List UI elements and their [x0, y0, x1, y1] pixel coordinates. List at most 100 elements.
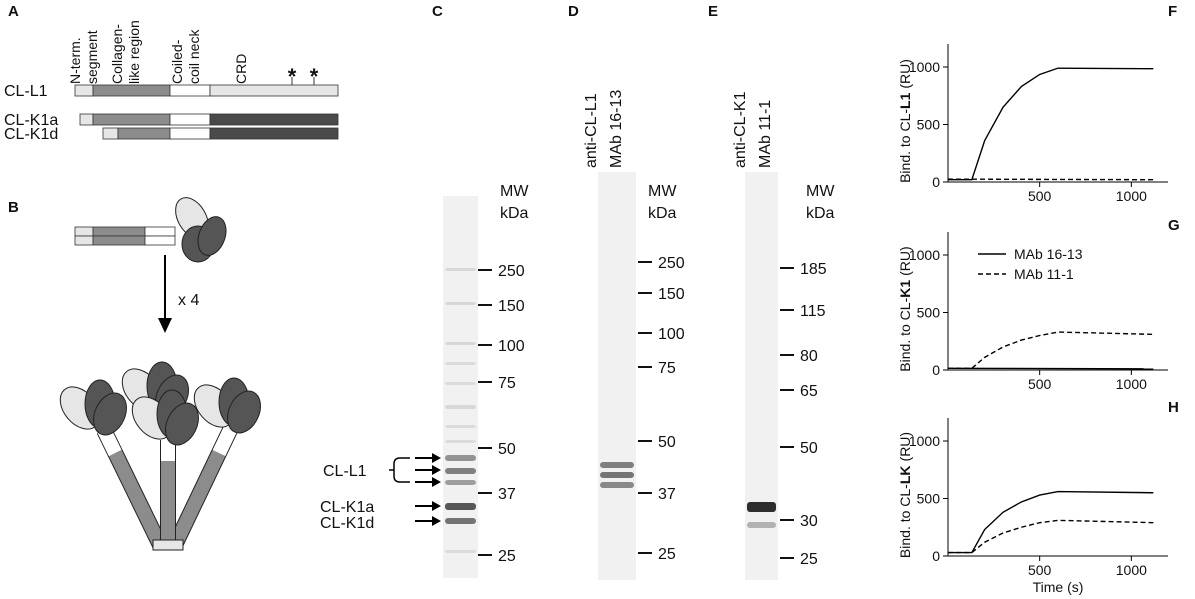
domain-segment	[117, 127, 171, 140]
gel-band	[747, 522, 776, 528]
mw-label: 50	[498, 441, 516, 458]
arrow-head	[432, 465, 441, 475]
arrow-head	[432, 516, 441, 526]
mw-label: 37	[498, 486, 516, 503]
domain-label: N-term.	[67, 37, 83, 84]
gel-lane	[745, 172, 778, 580]
x-tick-label: 1000	[1116, 188, 1147, 204]
y-axis-label: Bind. to CL-L1 (RU)	[897, 59, 913, 183]
bracket	[389, 457, 410, 483]
mw-label: 100	[658, 326, 685, 343]
y-tick-label: 0	[932, 362, 940, 378]
arrow-head	[432, 501, 441, 511]
y-tick-label: 1000	[909, 433, 940, 449]
gel-band	[445, 268, 476, 271]
domain-segment	[209, 127, 339, 140]
arrow-head	[432, 453, 441, 463]
y-axis-label-part: (RU)	[897, 432, 913, 462]
gel-band	[445, 362, 476, 365]
domain-label: Coiled-	[169, 39, 185, 84]
antibody-title: MAb 16-13	[608, 90, 625, 168]
gel-band	[747, 502, 776, 512]
gel-band	[600, 462, 634, 468]
gel-lane	[598, 172, 636, 580]
panel-letter: F	[1168, 3, 1177, 20]
band-label: CL-K1d	[320, 515, 374, 532]
gel-band	[445, 302, 476, 305]
arrow-head	[158, 318, 172, 333]
domain-segment	[169, 127, 211, 140]
y-axis-label-part: (RU)	[897, 246, 913, 276]
domain-segment	[169, 84, 211, 97]
mw-header: MW	[806, 183, 835, 200]
mw-header: kDa	[806, 205, 835, 222]
domain-segment	[102, 127, 119, 140]
domain-segment	[92, 84, 171, 97]
y-axis-label-part: (RU)	[897, 59, 913, 89]
mw-label: 150	[658, 286, 685, 303]
gel-band	[445, 468, 476, 474]
gel-band	[445, 382, 476, 385]
mw-header: MW	[500, 183, 529, 200]
series-line	[947, 178, 1154, 181]
y-tick-label: 500	[917, 305, 941, 321]
y-axis-label-part: K1	[897, 280, 913, 298]
domain-label: coil neck	[186, 29, 202, 84]
gel-band	[445, 480, 476, 485]
domain-segment	[74, 235, 94, 246]
mw-label: 75	[658, 360, 676, 377]
panel-letter: D	[568, 3, 579, 20]
series-line	[948, 519, 1154, 554]
gel-band	[445, 342, 476, 345]
domain-segment	[92, 113, 171, 126]
mw-header: kDa	[500, 205, 529, 222]
gel-band	[600, 472, 634, 478]
mw-label: 30	[800, 513, 818, 530]
gel-band	[445, 425, 476, 428]
mw-label: 75	[498, 375, 516, 392]
series-line	[947, 367, 1154, 370]
site-marker: *	[310, 64, 319, 89]
gel-band	[445, 503, 476, 510]
band-label: CL-L1	[323, 463, 367, 480]
mw-label: 65	[800, 383, 818, 400]
mw-label: 25	[498, 548, 516, 565]
stalk-base	[152, 539, 184, 551]
mw-label: 25	[800, 551, 818, 568]
domain-segment	[169, 113, 211, 126]
domain-label: segment	[84, 30, 100, 84]
site-marker: *	[288, 64, 297, 89]
x-axis-label: Time (s)	[1033, 579, 1084, 595]
x-tick-label: 1000	[1116, 376, 1147, 392]
y-axis-label-part: Bind. to CL-	[897, 484, 913, 558]
domain-label: CRD	[233, 54, 249, 84]
panel-letter: A	[8, 3, 19, 20]
domain-segment	[92, 226, 146, 237]
protein-label: CL-L1	[4, 83, 48, 100]
domain-label: like region	[126, 20, 142, 84]
mw-label: 50	[800, 440, 818, 457]
mw-header: kDa	[648, 205, 677, 222]
y-tick-label: 1000	[909, 59, 940, 75]
domain-segment	[79, 113, 94, 126]
y-tick-label: 500	[917, 117, 941, 133]
series-line	[948, 490, 1154, 554]
crd-dark	[93, 392, 127, 436]
x-tick-label: 500	[1028, 376, 1052, 392]
y-axis-label: Bind. to CL-LK (RU)	[897, 432, 913, 558]
domain-segment	[209, 113, 339, 126]
crd-dark	[165, 402, 199, 446]
series-line	[948, 331, 1154, 369]
legend-label: MAb 11-1	[1014, 266, 1074, 282]
y-tick-label: 0	[932, 174, 940, 190]
arrow-head	[432, 477, 441, 487]
mw-label: 50	[658, 434, 676, 451]
multiplier: x 4	[178, 292, 199, 309]
mw-label: 250	[498, 263, 525, 280]
mw-label: 37	[658, 486, 676, 503]
mw-label: 250	[658, 255, 685, 272]
mw-label: 25	[658, 546, 676, 563]
domain-segment	[74, 226, 94, 237]
gel-lane	[443, 196, 478, 578]
panel-letter: H	[1168, 399, 1179, 416]
